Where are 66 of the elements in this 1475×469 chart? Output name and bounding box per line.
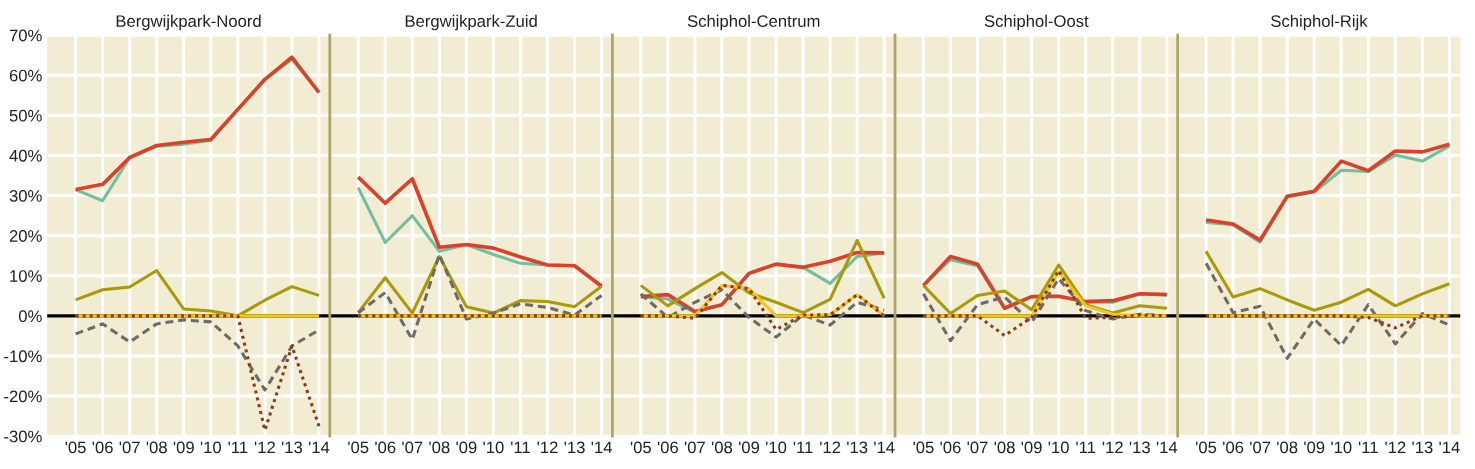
x-tick-label: '06 <box>940 441 961 454</box>
x-tick-label: '05 <box>630 441 651 454</box>
x-tick-label: '10 <box>1048 441 1069 454</box>
chart-title: Schiphol-Oost <box>984 14 1089 31</box>
x-tick-label: '12 <box>820 441 841 454</box>
y-tick-label: 20% <box>9 230 42 242</box>
x-tick-label: '08 <box>711 441 733 454</box>
x-tick-label: '12 <box>1102 441 1123 454</box>
x-tick-label: '08 <box>429 441 450 454</box>
y-tick-label: 60% <box>9 69 42 82</box>
x-tick-label: '07 <box>402 441 423 454</box>
x-tick-label: '13 <box>1412 441 1433 454</box>
x-tick-label: '10 <box>766 441 787 454</box>
x-tick-label: '14 <box>591 441 612 454</box>
x-tick-label: '05 <box>348 441 369 454</box>
chart-title: Bergwijkpark-Noord <box>116 14 261 31</box>
x-tick-label: '07 <box>967 441 988 454</box>
x-tick-label: '09 <box>173 441 194 454</box>
x-tick-label: '13 <box>1129 441 1150 454</box>
x-tick-label: '11 <box>1076 441 1096 454</box>
x-tick-label: '07 <box>684 441 705 454</box>
x-tick-label: '12 <box>537 441 558 454</box>
x-tick-label: '06 <box>1223 441 1244 454</box>
x-tick-label: '14 <box>1439 441 1460 454</box>
chart-title: Schiphol-Centrum <box>687 14 820 31</box>
x-tick-label: '10 <box>1331 441 1352 454</box>
x-tick-label: '09 <box>456 441 477 454</box>
x-tick-label: '09 <box>1304 441 1325 454</box>
y-tick-label: -10% <box>4 350 42 363</box>
x-tick-label: '13 <box>564 441 585 454</box>
x-tick-label: '13 <box>847 441 868 454</box>
x-tick-label: '06 <box>375 441 396 454</box>
y-tick-label: 0% <box>18 310 42 323</box>
x-tick-label: '05 <box>1196 441 1217 454</box>
x-tick-label: '09 <box>1021 441 1042 454</box>
x-tick-label: '08 <box>1277 441 1298 454</box>
x-tick-label: '10 <box>483 441 504 454</box>
x-tick-label: '08 <box>146 441 167 454</box>
x-tick-label: '08 <box>994 441 1015 454</box>
x-tick-label: '11 <box>511 441 530 454</box>
x-tick-label: '11 <box>228 441 248 454</box>
y-tick-label: -30% <box>4 430 42 443</box>
x-tick-label: '14 <box>308 441 330 454</box>
y-tick-label: 50% <box>9 109 42 122</box>
chart-title: Bergwijkpark-Zuid <box>405 14 537 31</box>
x-tick-label: '14 <box>874 441 895 454</box>
x-tick-label: '13 <box>281 441 303 454</box>
y-tick-label: -20% <box>4 390 42 403</box>
y-tick-label: 10% <box>10 270 42 282</box>
y-tick-label: 70% <box>9 29 42 42</box>
x-tick-label: '11 <box>793 441 813 454</box>
x-tick-label: '14 <box>1156 441 1178 454</box>
y-tick-label: 40% <box>9 149 42 162</box>
y-tick-label: 30% <box>9 189 42 202</box>
x-tick-label: '12 <box>1385 441 1406 454</box>
x-tick-label: '06 <box>92 441 113 454</box>
x-tick-label: '10 <box>200 441 222 454</box>
x-tick-label: '06 <box>657 441 678 454</box>
x-tick-label: '12 <box>254 441 275 454</box>
x-tick-label: '05 <box>65 441 86 454</box>
x-tick-label: '07 <box>1250 441 1271 454</box>
x-tick-label: '11 <box>1358 441 1378 454</box>
x-tick-label: '07 <box>119 441 140 454</box>
chart-title: Schiphol-Rijk <box>1271 14 1368 31</box>
x-tick-label: '05 <box>913 441 934 454</box>
x-tick-label: '09 <box>738 441 760 454</box>
